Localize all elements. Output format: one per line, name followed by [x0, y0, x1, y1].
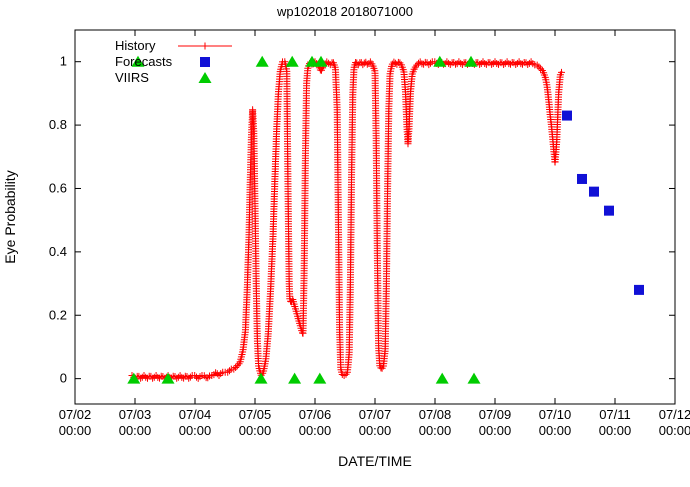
series-history: [128, 58, 565, 382]
x-tick-label-time: 00:00: [479, 423, 512, 438]
x-tick-label-time: 00:00: [539, 423, 572, 438]
x-tick-label-date: 07/11: [599, 407, 631, 422]
viirs-point: [255, 55, 269, 67]
viirs-point: [131, 55, 145, 67]
viirs-point: [288, 372, 302, 384]
legend-label-forecasts: Forecasts: [115, 54, 173, 69]
viirs-point: [433, 55, 447, 67]
viirs-point: [161, 372, 175, 384]
y-tick-label: 0.6: [49, 180, 67, 195]
x-tick-label-date: 07/07: [359, 407, 392, 422]
viirs-point: [435, 372, 449, 384]
y-tick-label: 1: [60, 54, 67, 69]
viirs-point: [127, 372, 141, 384]
y-tick-label: 0.2: [49, 307, 67, 322]
legend-label-viirs: VIIRS: [115, 70, 149, 85]
viirs-point: [313, 372, 327, 384]
x-axis-label: DATE/TIME: [338, 453, 412, 469]
legend-forecasts-marker: [200, 57, 210, 67]
x-tick-label-time: 00:00: [179, 423, 212, 438]
x-tick-label-date: 07/05: [239, 407, 272, 422]
x-tick-label-date: 07/08: [419, 407, 452, 422]
x-tick-label-time: 00:00: [359, 423, 392, 438]
legend-viirs-marker: [198, 72, 212, 83]
forecast-point: [589, 186, 599, 197]
viirs-point: [314, 55, 328, 67]
x-tick-label-time: 00:00: [119, 423, 152, 438]
x-tick-label-date: 07/06: [299, 407, 332, 422]
forecast-point: [604, 205, 614, 216]
history-line: [131, 60, 563, 380]
history-plus-markers: [128, 58, 565, 382]
x-tick-label-date: 07/02: [59, 407, 92, 422]
y-tick-label: 0.4: [49, 244, 67, 259]
viirs-point: [254, 372, 268, 384]
x-tick-label-time: 00:00: [419, 423, 452, 438]
x-tick-label-date: 07/09: [479, 407, 512, 422]
legend-history-marker: [201, 42, 209, 50]
x-tick-label-date: 07/10: [539, 407, 572, 422]
x-tick-label-date: 07/03: [119, 407, 152, 422]
forecast-point: [634, 284, 644, 295]
y-tick-label: 0: [60, 371, 67, 386]
y-axis-label: Eye Probability: [2, 170, 18, 263]
x-tick-label-time: 00:00: [239, 423, 272, 438]
legend-label-history: History: [115, 38, 156, 53]
series-viirs: [127, 55, 481, 384]
viirs-point: [464, 55, 478, 67]
viirs-point: [285, 55, 299, 67]
x-tick-label-time: 00:00: [59, 423, 92, 438]
y-tick-label: 0.8: [49, 117, 67, 132]
forecast-point: [577, 173, 587, 184]
series-forecasts: [562, 110, 644, 295]
viirs-point: [467, 372, 481, 384]
x-tick-label-time: 00:00: [599, 423, 632, 438]
x-tick-label-date: 07/04: [179, 407, 212, 422]
x-tick-label-date: 07/12: [659, 407, 690, 422]
x-tick-label-time: 00:00: [299, 423, 332, 438]
plot-area: 07/0200:0007/0300:0007/0400:0007/0500:00…: [49, 29, 690, 438]
chart-title: wp102018 2018071000: [276, 4, 413, 19]
viirs-point: [305, 55, 319, 67]
forecast-point: [562, 110, 572, 121]
x-tick-label-time: 00:00: [659, 423, 690, 438]
